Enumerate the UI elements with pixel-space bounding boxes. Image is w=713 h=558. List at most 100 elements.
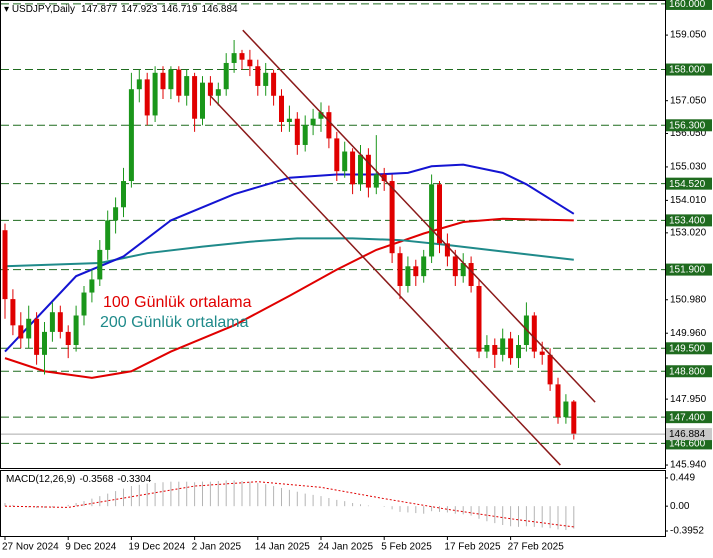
candle-body (358, 154, 363, 185)
candle-body (373, 174, 379, 188)
ma-annotation: 100 Günlük ortalama (103, 294, 252, 311)
x-tick-label: 19 Dec 2024 (128, 542, 185, 553)
candle-body (413, 266, 419, 277)
candle-body (326, 112, 332, 139)
candle-body (302, 125, 308, 145)
header-open: 147.877 (81, 4, 118, 15)
candle-body (152, 72, 158, 116)
candle-body (563, 401, 569, 418)
candle-body (57, 312, 63, 332)
moving-average (4, 217, 574, 379)
level-label-bg (666, 119, 712, 132)
level-label: 153.400 (669, 216, 706, 227)
candle-body (286, 118, 292, 123)
candle-body (452, 256, 458, 277)
candle-body (342, 151, 348, 172)
candle-body (492, 345, 498, 355)
level-label: 148.800 (669, 366, 706, 377)
y-tick-label: 150.980 (670, 294, 707, 305)
candle-body (294, 118, 300, 145)
level-label-bg (666, 411, 712, 424)
candle-body (65, 331, 71, 346)
candle-body (97, 249, 103, 280)
candle-body (121, 181, 126, 208)
candle-body (176, 69, 182, 96)
macd-main: -0.3568 (79, 474, 113, 485)
candle-body (207, 82, 213, 96)
trend-line (242, 29, 596, 403)
candle-body (136, 79, 142, 90)
x-tick-label: 27 Feb 2025 (508, 542, 565, 553)
candle-body (168, 69, 174, 90)
level-label: 160.000 (669, 0, 706, 10)
candle-body (476, 285, 482, 352)
level-label-bg (666, 437, 712, 450)
x-tick-label: 24 Jan 2025 (318, 542, 373, 553)
level-label: 158.000 (669, 65, 706, 76)
y-tick-label: 149.960 (670, 328, 707, 339)
candle-body (381, 174, 387, 182)
y-tick-label: 156.050 (670, 128, 707, 139)
candle-body (34, 318, 40, 355)
candle-body (318, 112, 324, 119)
title: USDJPY,Daily (12, 4, 75, 15)
moving-average (4, 163, 575, 353)
level-label-bg (666, 342, 712, 355)
candle-body (397, 253, 403, 286)
moving-average (4, 237, 574, 268)
candle-body (128, 89, 134, 182)
header-close: 146.884 (201, 4, 238, 15)
candle-body (571, 401, 577, 435)
candle-body (539, 351, 545, 355)
header-high: 147.923 (121, 4, 158, 15)
candle-body (200, 82, 205, 119)
candle-body (310, 118, 316, 126)
level-label-bg (666, 0, 712, 10)
candle-body (405, 266, 411, 286)
candle-body (160, 72, 166, 90)
candle-body (365, 154, 371, 188)
candle-body (255, 66, 261, 86)
level-label-bg (666, 263, 712, 276)
candle-body (73, 315, 79, 346)
y-tick-label: 157.050 (670, 95, 707, 106)
candle-body (18, 325, 24, 339)
candle-body (184, 76, 190, 96)
candle-body (500, 338, 506, 355)
candle-body (113, 207, 119, 221)
x-tick-label: 17 Feb 2025 (444, 542, 501, 553)
candle-body (460, 263, 466, 277)
y-tick-label: 155.030 (670, 162, 707, 173)
macd-signal-value: -0.3304 (117, 474, 151, 485)
candle-body (516, 345, 521, 359)
header-marker: ▾ (4, 4, 12, 15)
candle-body (10, 299, 16, 326)
candle-body (89, 279, 95, 293)
main-panel (0, 0, 666, 469)
candle-body (49, 312, 55, 332)
ma-annotation: 200 Günlük ortalama (100, 314, 249, 331)
candle-body (81, 292, 87, 316)
candle-body (555, 384, 561, 418)
candle-body (547, 354, 553, 385)
y-tick-label: 159.050 (670, 30, 707, 41)
candle-body (429, 184, 435, 257)
macd-tick-label: 0.00 (670, 501, 690, 512)
candle-body (215, 89, 221, 96)
candle-body (42, 331, 47, 355)
candle-body (2, 230, 8, 300)
candle-body (444, 243, 450, 257)
y-tick-label: 154.010 (670, 195, 707, 206)
x-tick-label: 2 Jan 2025 (192, 542, 242, 553)
level-label-bg (666, 63, 712, 76)
macd-tick-label: -0.3952 (670, 526, 704, 537)
macd-label: MACD(12,26,9) (6, 474, 75, 485)
x-tick-label: 14 Jan 2025 (255, 542, 310, 553)
candle-body (247, 59, 253, 67)
level-label: 151.900 (669, 265, 706, 276)
candle-body (223, 62, 229, 90)
macd-tick-label: 0.449 (670, 473, 695, 484)
current-price-bg (666, 428, 712, 441)
candle-body (389, 181, 395, 254)
level-label: 154.520 (669, 179, 706, 190)
